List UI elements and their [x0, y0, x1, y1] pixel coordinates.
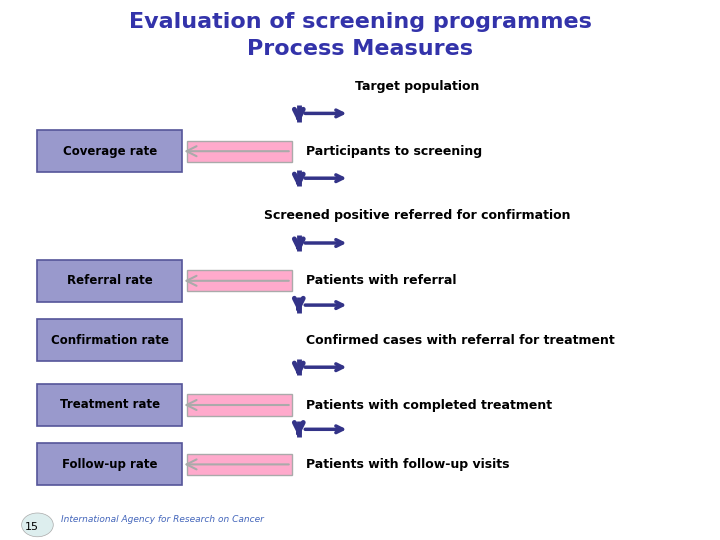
Text: Patients with completed treatment: Patients with completed treatment — [306, 399, 552, 411]
FancyBboxPatch shape — [187, 454, 292, 475]
Text: Follow-up rate: Follow-up rate — [62, 458, 158, 471]
Text: Treatment rate: Treatment rate — [60, 399, 160, 411]
FancyBboxPatch shape — [37, 319, 182, 361]
FancyBboxPatch shape — [187, 394, 292, 416]
Text: Referral rate: Referral rate — [67, 274, 153, 287]
Text: Coverage rate: Coverage rate — [63, 145, 157, 158]
Text: Screened positive referred for confirmation: Screened positive referred for confirmat… — [264, 210, 571, 222]
Text: Process Measures: Process Measures — [247, 38, 473, 59]
Text: Patients with referral: Patients with referral — [306, 274, 456, 287]
FancyBboxPatch shape — [37, 130, 182, 172]
FancyBboxPatch shape — [37, 260, 182, 302]
Text: Evaluation of screening programmes: Evaluation of screening programmes — [129, 11, 591, 32]
Text: Participants to screening: Participants to screening — [306, 145, 482, 158]
Circle shape — [22, 513, 53, 537]
Text: International Agency for Research on Cancer: International Agency for Research on Can… — [61, 515, 264, 524]
Text: Confirmed cases with referral for treatment: Confirmed cases with referral for treatm… — [306, 334, 615, 347]
FancyBboxPatch shape — [37, 384, 182, 426]
FancyBboxPatch shape — [37, 443, 182, 485]
FancyBboxPatch shape — [187, 270, 292, 292]
Text: 15: 15 — [25, 522, 39, 531]
Text: Target population: Target population — [356, 80, 480, 93]
Text: Patients with follow-up visits: Patients with follow-up visits — [306, 458, 510, 471]
Text: Confirmation rate: Confirmation rate — [51, 334, 168, 347]
FancyBboxPatch shape — [187, 140, 292, 162]
